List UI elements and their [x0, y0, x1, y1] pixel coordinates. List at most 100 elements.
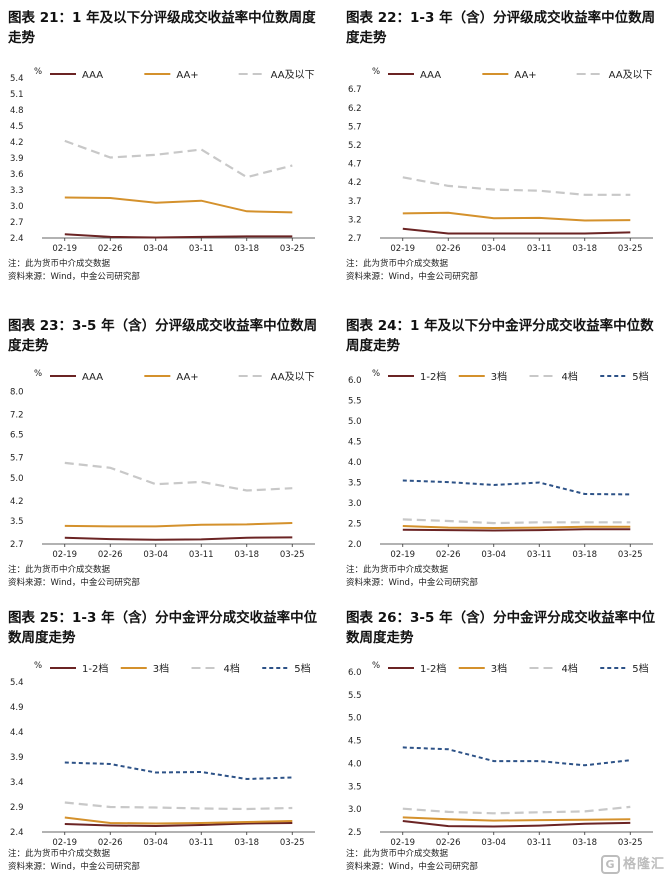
legend-label: 3档	[491, 370, 507, 383]
unit-label: %	[34, 661, 42, 671]
chart-title: 图表 26：3-5 年（含）分中金评分成交收益率中位数周度走势	[346, 610, 656, 646]
note-text: 注：此为货币中介成交数据	[346, 565, 449, 575]
y-tick-label: 3.2	[348, 215, 362, 225]
series-line	[402, 227, 631, 235]
legend-label: 4档	[562, 662, 578, 675]
unit-label: %	[34, 369, 42, 379]
source-text: 资料来源：Wind，中金公司研究部	[346, 272, 478, 282]
x-tick-label: 02-19	[52, 244, 77, 254]
line-chart-22: % 2.7 3.2 3.7 4.2 4.7 5.2 5.7 6.2 6.7 02-19 02-26 03…	[348, 67, 653, 254]
legend-label: 5档	[632, 662, 648, 675]
y-tick-label: 3.0	[348, 805, 362, 815]
legend-label: 3档	[491, 662, 507, 675]
y-tick-label: 5.5	[348, 691, 362, 701]
x-tick-label: 03-04	[481, 838, 506, 848]
y-tick-label: 4.8	[10, 106, 24, 116]
x-tick-label: 03-25	[280, 550, 305, 560]
x-tick-label: 03-11	[189, 838, 214, 848]
series-line	[64, 816, 293, 825]
legend-label: 4档	[224, 662, 240, 675]
x-tick-label: 02-19	[390, 244, 415, 254]
x-tick-label: 03-25	[618, 838, 643, 848]
y-tick-label: 3.4	[10, 778, 24, 788]
legend-label: 1-2档	[420, 370, 446, 383]
y-tick-label: 6.0	[348, 668, 362, 678]
x-tick-label: 03-11	[189, 244, 214, 254]
x-tick-label: 03-25	[618, 550, 643, 560]
chart-notes: 注：此为货币中介成交数据 资料来源：Wind，中金公司研究部	[346, 564, 478, 590]
x-tick-label: 02-19	[52, 550, 77, 560]
series-line	[402, 525, 631, 530]
x-tick-label: 03-04	[143, 550, 168, 560]
unit-label: %	[372, 369, 380, 379]
unit-label: %	[372, 661, 380, 671]
legend-label: AAA	[420, 70, 441, 81]
y-tick-label: 3.9	[10, 753, 24, 763]
chart-notes: 注：此为货币中介成交数据 资料来源：Wind，中金公司研究部	[8, 258, 140, 284]
unit-label: %	[372, 67, 380, 77]
chart-title: 图表 23：3-5 年（含）分评级成交收益率中位数周度走势	[8, 318, 318, 354]
x-tick-label: 03-25	[280, 838, 305, 848]
x-tick-label: 03-25	[280, 244, 305, 254]
series-line	[64, 822, 293, 828]
legend-label: AAA	[82, 70, 103, 81]
legend-label: AAA	[82, 372, 103, 383]
y-tick-label: 3.3	[10, 186, 24, 196]
y-tick-label: 4.5	[348, 438, 362, 448]
series-line	[64, 801, 293, 811]
y-tick-label: 6.0	[348, 376, 362, 386]
legend-label: 1-2档	[420, 662, 446, 675]
x-tick-label: 02-19	[390, 838, 415, 848]
x-tick-label: 03-18	[572, 550, 597, 560]
x-tick-label: 03-18	[572, 838, 597, 848]
y-tick-label: 3.5	[10, 517, 24, 527]
note-text: 注：此为货币中介成交数据	[8, 259, 111, 269]
y-tick-label: 4.2	[348, 178, 362, 188]
watermark-text: 格隆汇	[622, 857, 665, 872]
chart-title: 图表 22：1-3 年（含）分评级成交收益率中位数周度走势	[346, 10, 656, 46]
series-line	[64, 536, 293, 541]
source-text: 资料来源：Wind，中金公司研究部	[8, 578, 140, 588]
y-tick-label: 3.5	[348, 479, 362, 489]
y-tick-label: 5.5	[348, 397, 362, 407]
y-tick-label: 2.4	[10, 234, 24, 244]
chart-panel-23: 图表 23：3-5 年（含）分评级成交收益率中位数周度走势 % 2.7 3.5 4.2…	[8, 316, 328, 588]
series-line	[64, 233, 293, 239]
legend-label: AA+	[514, 70, 536, 81]
y-tick-label: 4.7	[348, 160, 362, 170]
x-tick-label: 02-26	[436, 838, 461, 848]
x-tick-label: 02-26	[98, 550, 123, 560]
y-tick-label: 2.0	[348, 540, 362, 550]
series-line	[402, 518, 631, 525]
y-tick-label: 2.4	[10, 828, 24, 838]
note-text: 注：此为货币中介成交数据	[8, 849, 111, 859]
chart-panel-26: 图表 26：3-5 年（含）分中金评分成交收益率中位数周度走势 % 2.5 3.0 3…	[346, 608, 666, 872]
series-line	[64, 196, 293, 214]
y-tick-label: 4.5	[10, 122, 24, 132]
series-line	[64, 139, 293, 179]
y-tick-label: 3.5	[348, 782, 362, 792]
y-tick-label: 4.0	[348, 458, 362, 468]
legend-label: 5档	[294, 662, 310, 675]
x-tick-label: 03-04	[143, 838, 168, 848]
series-line	[402, 805, 631, 815]
y-tick-label: 3.9	[10, 154, 24, 164]
series-line	[402, 820, 631, 828]
series-line	[402, 176, 631, 196]
series-line	[402, 746, 631, 767]
y-tick-label: 4.4	[10, 728, 24, 738]
source-text: 资料来源：Wind，中金公司研究部	[8, 272, 140, 282]
note-text: 注：此为货币中介成交数据	[346, 259, 449, 269]
x-tick-label: 03-11	[527, 838, 552, 848]
source-text: 资料来源：Wind，中金公司研究部	[346, 862, 478, 872]
y-tick-label: 3.7	[348, 197, 362, 207]
note-text: 注：此为货币中介成交数据	[346, 849, 449, 859]
y-tick-label: 5.0	[348, 417, 362, 427]
x-tick-label: 03-18	[234, 550, 259, 560]
x-tick-label: 03-04	[481, 244, 506, 254]
chart-title: 图表 25：1-3 年（含）分中金评分成交收益率中位数周度走势	[8, 610, 318, 646]
series-line	[402, 816, 631, 822]
note-text: 注：此为货币中介成交数据	[8, 565, 111, 575]
x-tick-label: 03-18	[234, 244, 259, 254]
legend-label: AA及以下	[271, 371, 315, 383]
